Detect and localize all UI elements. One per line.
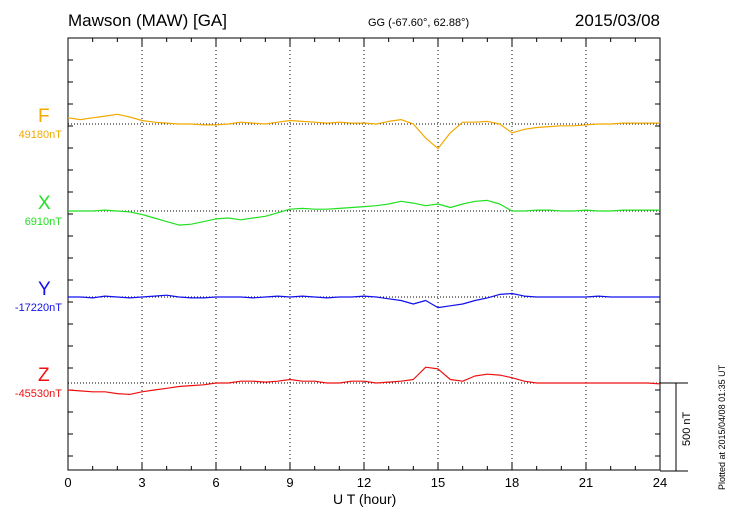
- series-baseline-label-x: 6910nT: [24, 216, 62, 228]
- series-baseline-label-f: 49180nT: [18, 129, 62, 141]
- axis-ticks: [67, 38, 661, 470]
- scale-bar: [660, 382, 688, 472]
- scale-bar-label: 500 nT: [681, 411, 693, 446]
- x-tick-label: 3: [138, 475, 145, 490]
- grid-lines: [141, 38, 587, 470]
- x-tick-label: 21: [579, 475, 593, 490]
- series-baseline-label-y: -17220nT: [14, 302, 62, 314]
- series-traces: [67, 113, 661, 395]
- x-axis-label: U T (hour): [333, 491, 397, 507]
- trace-f: [67, 113, 660, 150]
- x-tick-label: 24: [653, 475, 667, 490]
- coordinates-label: GG (-67.60°, 62.88°): [368, 17, 470, 29]
- trace-y: [68, 292, 660, 309]
- series-letter-z: Z: [38, 365, 50, 386]
- x-tick-label: 15: [431, 475, 445, 490]
- x-tick-label: 6: [212, 475, 219, 490]
- series-baseline-label-z: -45530nT: [14, 388, 62, 400]
- series-letter-f: F: [38, 106, 50, 127]
- x-tick-label: 9: [286, 475, 293, 490]
- x-tick-label: 12: [357, 475, 371, 490]
- x-tick-label: 0: [64, 475, 71, 490]
- x-tick-label: 18: [505, 475, 519, 490]
- trace-z: [67, 366, 661, 395]
- series-letter-x: X: [38, 193, 51, 214]
- trace-x: [68, 199, 660, 226]
- plotted-timestamp: Plotted at 2015/04/08 01:35 UT: [717, 364, 727, 490]
- series-letter-y: Y: [38, 279, 51, 300]
- x-tick-labels: 0 3 6 9 12 15 18 21 24: [64, 475, 667, 490]
- station-title: Mawson (MAW) [GA]: [68, 11, 227, 30]
- date-title: 2015/03/08: [574, 11, 660, 30]
